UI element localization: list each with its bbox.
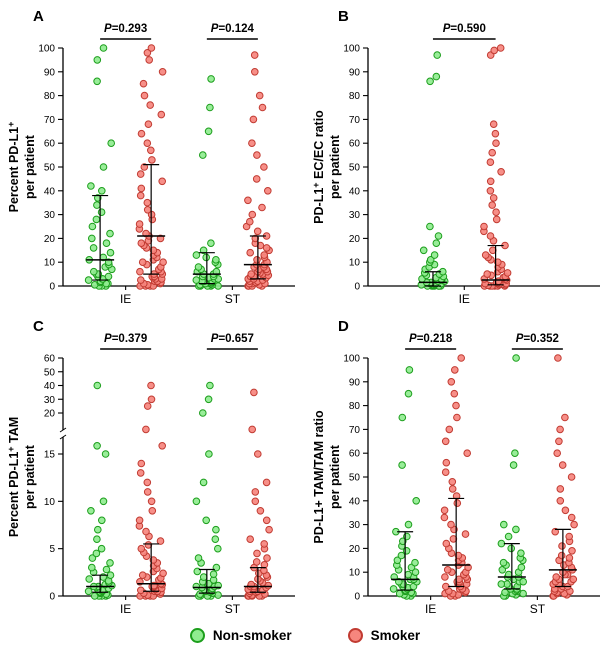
svg-text:IE: IE <box>119 292 130 306</box>
svg-text:per patient: per patient <box>23 444 37 509</box>
svg-text:ST: ST <box>224 292 240 306</box>
svg-text:50: 50 <box>348 163 360 174</box>
svg-text:P=0.352: P=0.352 <box>515 333 558 345</box>
figure-grid: A Percent PD-L1+ per patient 0 10 20 30 40 50 60 7… <box>0 0 610 618</box>
svg-text:90: 90 <box>43 67 55 78</box>
svg-text:60: 60 <box>348 139 360 150</box>
svg-text:70: 70 <box>43 115 55 126</box>
panel-c-chart: C Percent PD-L1+ TAM per patient 0 5 10 15 20 30… <box>0 310 305 618</box>
svg-text:80: 80 <box>348 401 360 412</box>
svg-text:90: 90 <box>348 377 360 388</box>
svg-text:A: A <box>33 8 44 25</box>
svg-text:0: 0 <box>49 592 55 603</box>
svg-text:P=0.124: P=0.124 <box>210 23 254 35</box>
svg-text:ST: ST <box>224 602 240 616</box>
svg-text:100: 100 <box>343 44 360 55</box>
svg-text:PD-L1+ EC/EC ratio: PD-L1+ EC/EC ratio <box>311 110 326 224</box>
svg-text:C: C <box>33 318 44 335</box>
svg-text:20: 20 <box>43 409 55 420</box>
svg-text:50: 50 <box>43 163 55 174</box>
svg-text:30: 30 <box>43 210 55 221</box>
legend-item-smoker: Smoker <box>347 627 421 643</box>
panel-a-chart: A Percent PD-L1+ per patient 0 10 20 30 40 50 60 7… <box>0 0 305 310</box>
svg-text:10: 10 <box>348 258 360 269</box>
svg-text:Percent PD-L1+: Percent PD-L1+ <box>6 122 21 213</box>
svg-text:100: 100 <box>38 44 55 55</box>
svg-text:100: 100 <box>343 354 360 365</box>
legend: Non-smoker Smoker <box>0 618 610 652</box>
svg-text:5: 5 <box>49 544 55 555</box>
svg-text:per patient: per patient <box>23 134 37 199</box>
svg-text:PD-L1+ TAM/TAM ratio: PD-L1+ TAM/TAM ratio <box>312 410 326 544</box>
svg-text:D: D <box>338 318 349 335</box>
svg-text:10: 10 <box>348 568 360 579</box>
svg-text:20: 20 <box>348 544 360 555</box>
svg-text:P=0.379: P=0.379 <box>104 333 147 345</box>
svg-text:40: 40 <box>348 186 360 197</box>
svg-text:P=0.657: P=0.657 <box>210 333 253 345</box>
svg-text:80: 80 <box>348 91 360 102</box>
legend-item-non-smoker: Non-smoker <box>189 627 292 643</box>
svg-text:70: 70 <box>348 425 360 436</box>
svg-text:20: 20 <box>43 234 55 245</box>
svg-text:40: 40 <box>348 496 360 507</box>
svg-text:80: 80 <box>43 91 55 102</box>
svg-text:50: 50 <box>43 367 55 378</box>
svg-text:per patient: per patient <box>328 134 342 199</box>
smoker-dot-icon <box>347 627 363 643</box>
svg-text:70: 70 <box>348 115 360 126</box>
svg-text:40: 40 <box>43 186 55 197</box>
legend-label-smoker: Smoker <box>370 627 421 643</box>
svg-text:20: 20 <box>348 234 360 245</box>
svg-text:per patient: per patient <box>328 444 342 509</box>
panel-d-chart: D PD-L1+ TAM/TAM ratio per patient 0 10 20 30 4… <box>305 310 610 618</box>
svg-text:IE: IE <box>424 602 435 616</box>
svg-text:P=0.218: P=0.218 <box>409 333 453 345</box>
svg-text:Percent PD-L1+ TAM: Percent PD-L1+ TAM <box>6 417 21 537</box>
svg-text:IE: IE <box>119 602 130 616</box>
svg-text:50: 50 <box>348 473 360 484</box>
svg-text:B: B <box>338 8 349 25</box>
svg-text:10: 10 <box>43 258 55 269</box>
svg-text:40: 40 <box>43 381 55 392</box>
legend-label-non-smoker: Non-smoker <box>212 627 292 643</box>
svg-text:30: 30 <box>348 520 360 531</box>
panel-b-chart: B PD-L1+ EC/EC ratio per patient 0 10 20 30 40 5… <box>305 0 610 310</box>
svg-text:15: 15 <box>43 450 55 461</box>
svg-text:0: 0 <box>354 592 360 603</box>
svg-text:P=0.293: P=0.293 <box>104 23 147 35</box>
svg-text:60: 60 <box>43 354 55 365</box>
svg-text:ST: ST <box>529 602 545 616</box>
svg-text:IE: IE <box>458 292 469 306</box>
non-smoker-dot-icon <box>189 627 205 643</box>
svg-text:90: 90 <box>348 67 360 78</box>
svg-text:30: 30 <box>348 210 360 221</box>
svg-text:10: 10 <box>43 497 55 508</box>
svg-text:60: 60 <box>348 449 360 460</box>
svg-text:30: 30 <box>43 395 55 406</box>
svg-text:60: 60 <box>43 139 55 150</box>
svg-text:0: 0 <box>49 282 55 293</box>
svg-text:0: 0 <box>354 282 360 293</box>
svg-text:P=0.590: P=0.590 <box>442 23 485 35</box>
